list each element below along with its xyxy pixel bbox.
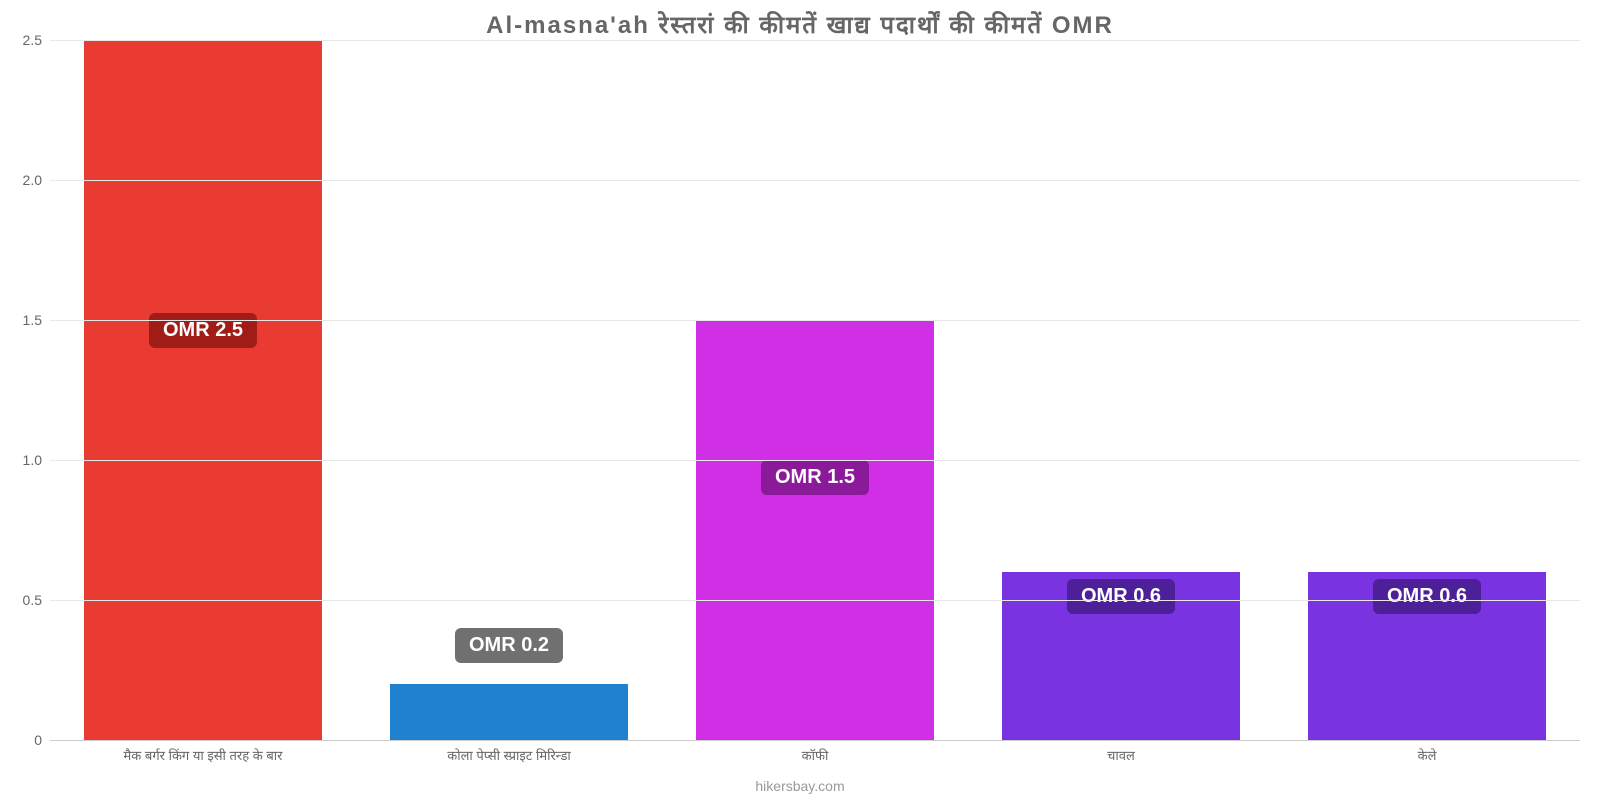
price-bar-chart: Al-masna'ah रेस्तरां की कीमतें खाद्य पदा… [0, 0, 1600, 800]
value-badge: OMR 0.6 [1067, 579, 1175, 614]
bar [84, 40, 323, 740]
x-category-label: कॉफी [662, 746, 968, 764]
bar-slot: OMR 1.5कॉफी [662, 40, 968, 740]
gridline [50, 600, 1580, 601]
value-badge: OMR 1.5 [761, 460, 869, 495]
bar-slot: OMR 0.2कोला पेप्सी स्प्राइट मिरिन्डा [356, 40, 662, 740]
bars-group: OMR 2.5मैक बर्गर किंग या इसी तरह के बारO… [50, 40, 1580, 740]
x-category-label: कोला पेप्सी स्प्राइट मिरिन्डा [356, 746, 662, 764]
bar-slot: OMR 0.6चावल [968, 40, 1274, 740]
y-tick-label: 2.5 [23, 32, 42, 48]
y-tick-label: 1.5 [23, 312, 42, 328]
bar [390, 684, 629, 740]
source-attribution: hikersbay.com [0, 778, 1600, 794]
gridline [50, 460, 1580, 461]
gridline [50, 740, 1580, 741]
gridline [50, 320, 1580, 321]
y-tick-label: 2.0 [23, 172, 42, 188]
bar [696, 320, 935, 740]
value-badge: OMR 0.2 [455, 628, 563, 663]
x-category-label: मैक बर्गर किंग या इसी तरह के बार [50, 746, 356, 764]
chart-title: Al-masna'ah रेस्तरां की कीमतें खाद्य पदा… [0, 8, 1600, 41]
y-tick-label: 1.0 [23, 452, 42, 468]
plot-area: OMR 2.5मैक बर्गर किंग या इसी तरह के बारO… [50, 40, 1580, 740]
y-tick-label: 0.5 [23, 592, 42, 608]
x-category-label: केले [1274, 746, 1580, 764]
bar-slot: OMR 0.6केले [1274, 40, 1580, 740]
gridline [50, 40, 1580, 41]
bar-slot: OMR 2.5मैक बर्गर किंग या इसी तरह के बार [50, 40, 356, 740]
value-badge: OMR 2.5 [149, 313, 257, 348]
value-badge: OMR 0.6 [1373, 579, 1481, 614]
x-category-label: चावल [968, 746, 1274, 764]
gridline [50, 180, 1580, 181]
y-tick-label: 0 [34, 732, 42, 748]
